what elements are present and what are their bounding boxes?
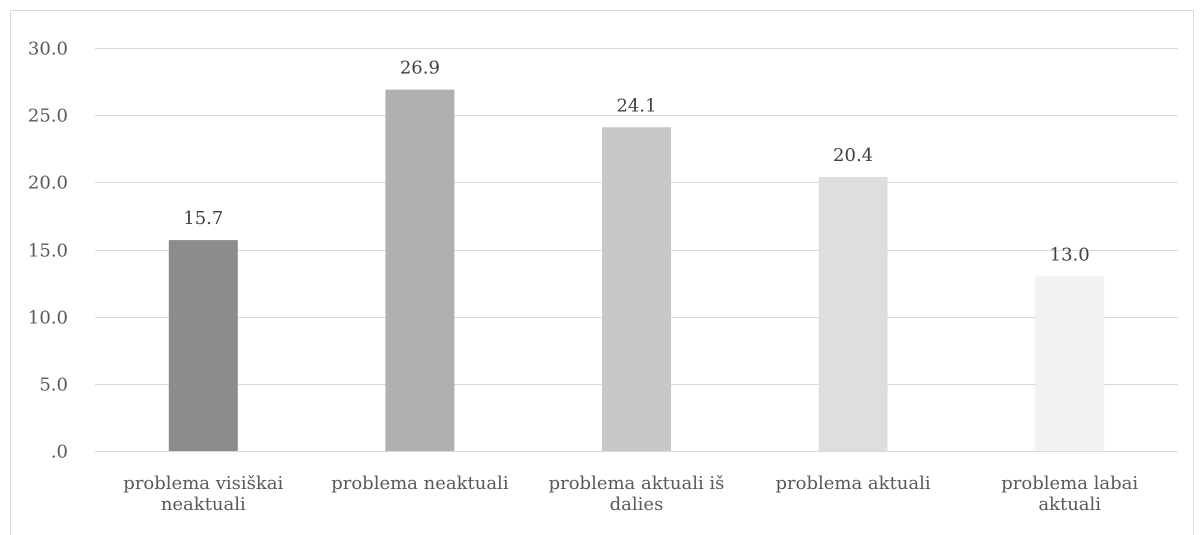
y-tick-label: 20.0	[28, 173, 68, 194]
category-label-line: problema visiškai	[123, 473, 283, 494]
data-label: 15.7	[183, 208, 223, 229]
y-tick-label: .0	[51, 442, 68, 463]
category-label-line: problema aktuali	[776, 473, 931, 494]
bar	[385, 89, 455, 451]
category-label: problema labai aktuali	[1001, 473, 1138, 515]
data-label: 26.9	[400, 58, 440, 79]
category-label-line: neaktuali	[161, 494, 246, 515]
y-tick-label: 15.0	[28, 241, 68, 262]
category-label-line: problema neaktuali	[331, 473, 509, 494]
category-label: problema aktuali iš dalies	[549, 473, 725, 515]
data-label: 13.0	[1050, 244, 1090, 265]
y-tick-label: 5.0	[39, 375, 68, 396]
data-label: 20.4	[833, 145, 873, 166]
y-tick-label: 25.0	[28, 106, 68, 127]
category-label: problema visiškai neaktuali	[123, 473, 283, 515]
category-label-line: dalies	[610, 494, 664, 515]
category-label-line: problema aktuali iš	[549, 473, 725, 494]
y-tick-label: 10.0	[28, 308, 68, 329]
bar	[168, 240, 238, 451]
y-tick-label: 30.0	[28, 39, 68, 60]
category-label: problema aktuali	[776, 473, 931, 494]
data-label: 24.1	[616, 95, 656, 116]
category-label-line: aktuali	[1038, 494, 1101, 515]
bar	[818, 176, 888, 451]
bar	[1035, 276, 1105, 451]
bar	[602, 127, 671, 452]
category-label: problema neaktuali	[331, 473, 509, 494]
category-label-line: problema labai	[1001, 473, 1138, 494]
